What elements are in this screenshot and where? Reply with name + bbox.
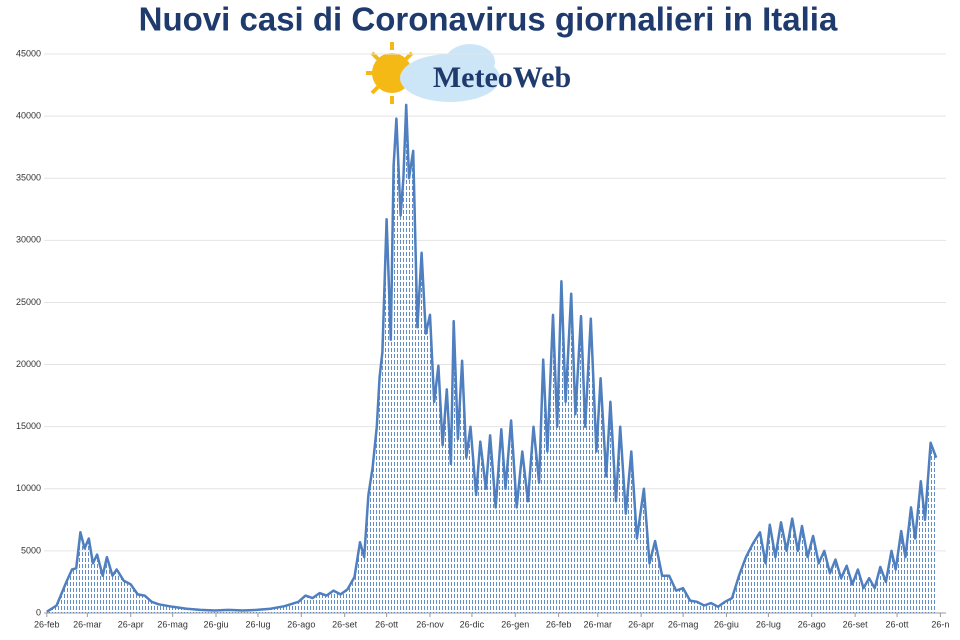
y-tick-label: 35000 bbox=[16, 173, 41, 183]
x-tick-label: 26-ott bbox=[375, 619, 399, 629]
x-tick-label: 26-ago bbox=[287, 619, 315, 629]
y-tick-label: 5000 bbox=[21, 545, 41, 555]
x-tick-label: 26-lug bbox=[245, 619, 270, 629]
logo-text: MeteoWeb bbox=[433, 61, 571, 94]
x-tick-label: 26-n bbox=[931, 619, 949, 629]
x-tick-label: 26-gen bbox=[501, 619, 529, 629]
x-tick-label: 26-lug bbox=[756, 619, 781, 629]
x-tick-label: 26-mar bbox=[73, 619, 102, 629]
x-tick-label: 26-mag bbox=[157, 619, 188, 629]
x-tick-label: 26-giu bbox=[203, 619, 228, 629]
y-tick-label: 45000 bbox=[16, 48, 41, 58]
area-fill bbox=[46, 104, 937, 614]
x-tick-label: 26-feb bbox=[546, 619, 572, 629]
x-tick-label: 26-giu bbox=[714, 619, 739, 629]
x-tick-label: 26-mar bbox=[584, 619, 613, 629]
x-tick-label: 26-set bbox=[843, 619, 869, 629]
y-tick-label: 0 bbox=[36, 607, 41, 617]
y-tick-label: 10000 bbox=[16, 483, 41, 493]
x-tick-label: 26-dic bbox=[460, 619, 485, 629]
x-tick-label: 26-ott bbox=[886, 619, 910, 629]
x-tick-label: 26-mag bbox=[668, 619, 699, 629]
y-tick-label: 20000 bbox=[16, 359, 41, 369]
x-tick-label: 26-nov bbox=[416, 619, 444, 629]
x-tick-label: 26-feb bbox=[34, 619, 60, 629]
x-tick-label: 26-ago bbox=[798, 619, 826, 629]
x-tick-label: 26-apr bbox=[118, 619, 144, 629]
y-tick-label: 15000 bbox=[16, 421, 41, 431]
y-tick-label: 25000 bbox=[16, 297, 41, 307]
y-tick-label: 40000 bbox=[16, 110, 41, 120]
data-line bbox=[46, 103, 938, 613]
y-tick-label: 30000 bbox=[16, 235, 41, 245]
logo: MeteoWeb bbox=[366, 42, 571, 104]
chart-title: Nuovi casi di Coronavirus giornalieri in… bbox=[139, 1, 838, 38]
x-tick-label: 26-set bbox=[332, 619, 358, 629]
x-tick-label: 26-apr bbox=[628, 619, 654, 629]
